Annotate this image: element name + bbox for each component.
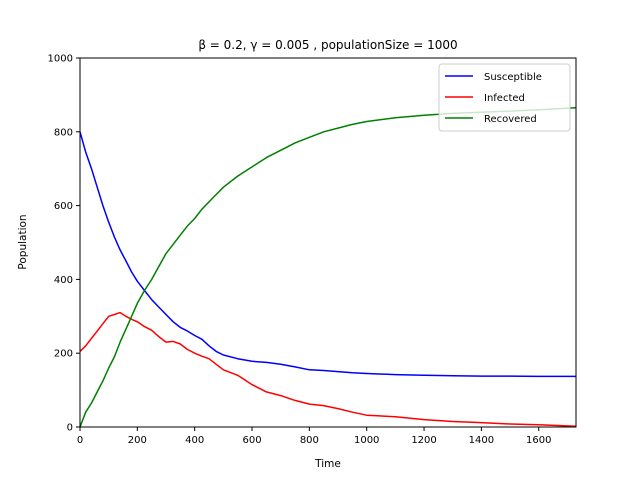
x-tick-label: 1400 [469,435,494,446]
legend-label-infected: Infected [484,93,525,104]
axes-frame [79,57,577,428]
series-line-infected [79,311,577,428]
x-tick-label: 1200 [411,435,436,446]
y-tick-label: 1000 [48,54,73,65]
legend-box [438,63,571,132]
y-tick-label: 800 [54,127,73,138]
chart-title: β = 0.2, γ = 0.005 , populationSize = 10… [198,38,457,52]
y-axis-label: Population [17,214,29,269]
x-tick-label: 800 [300,435,319,446]
x-axis: 0 200 400 600 800 1000 1200 1400 1600 [77,427,551,446]
x-tick-label: 1000 [354,435,379,446]
series-line-recovered [79,107,577,428]
y-tick-label: 200 [54,349,73,360]
series-line-susceptible [79,131,576,378]
plot-area [79,107,577,428]
x-tick-label: 200 [128,435,147,446]
x-tick-label: 400 [185,435,204,446]
legend-label-recovered: Recovered [484,114,537,125]
y-axis: 0 200 400 600 800 1000 [48,54,80,434]
y-tick-label: 400 [54,275,73,286]
legend-label-susceptible: Susceptible [484,72,542,83]
x-axis-label: Time [314,458,341,470]
x-tick-label: 600 [242,435,261,446]
y-tick-label: 600 [54,201,73,212]
y-tick-label: 0 [67,423,73,434]
x-tick-label: 0 [77,435,83,446]
x-tick-label: 1600 [526,435,551,446]
legend: Susceptible Infected Recovered [438,63,571,132]
